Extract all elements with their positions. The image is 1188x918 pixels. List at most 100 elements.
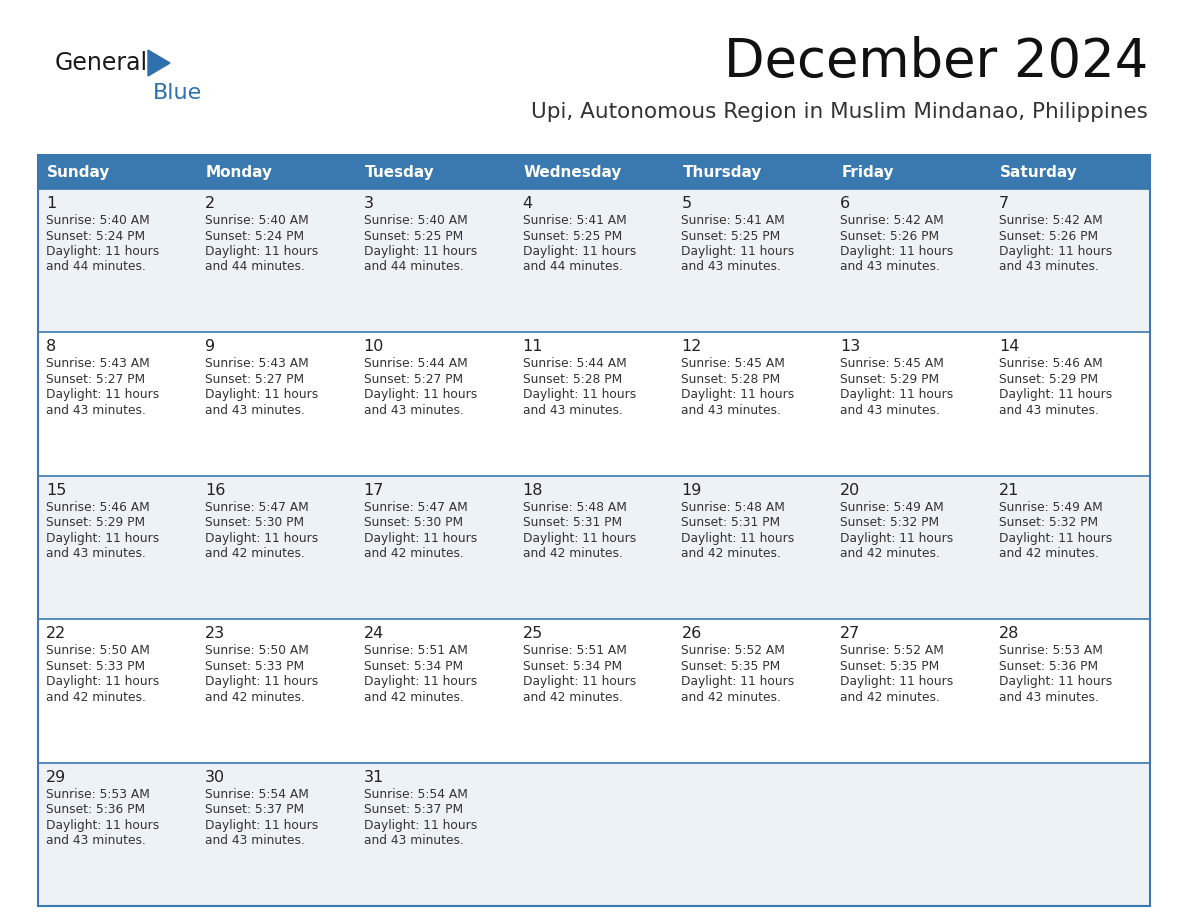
Text: Sunset: 5:31 PM: Sunset: 5:31 PM <box>523 516 621 530</box>
Bar <box>514 189 674 332</box>
Text: Upi, Autonomous Region in Muslim Mindanao, Philippines: Upi, Autonomous Region in Muslim Mindana… <box>531 102 1148 122</box>
Text: 6: 6 <box>840 196 851 211</box>
Text: Sunset: 5:24 PM: Sunset: 5:24 PM <box>46 230 145 242</box>
Text: Sunrise: 5:48 AM: Sunrise: 5:48 AM <box>682 501 785 514</box>
Text: 24: 24 <box>364 626 384 641</box>
Text: Sunrise: 5:47 AM: Sunrise: 5:47 AM <box>204 501 309 514</box>
Polygon shape <box>148 50 170 76</box>
Bar <box>991 620 1150 763</box>
Text: 5: 5 <box>682 196 691 211</box>
Text: Sunrise: 5:40 AM: Sunrise: 5:40 AM <box>364 214 467 227</box>
Text: Thursday: Thursday <box>682 164 762 180</box>
Text: Sunrise: 5:51 AM: Sunrise: 5:51 AM <box>523 644 626 657</box>
Bar <box>514 620 674 763</box>
Text: and 42 minutes.: and 42 minutes. <box>204 547 305 560</box>
Text: and 42 minutes.: and 42 minutes. <box>682 547 782 560</box>
Text: Sunrise: 5:54 AM: Sunrise: 5:54 AM <box>364 788 468 800</box>
Text: 23: 23 <box>204 626 225 641</box>
Text: Sunset: 5:27 PM: Sunset: 5:27 PM <box>364 373 463 386</box>
Text: 17: 17 <box>364 483 384 498</box>
Text: General: General <box>55 51 148 75</box>
Bar <box>833 763 991 906</box>
Bar <box>355 332 514 476</box>
Text: 27: 27 <box>840 626 860 641</box>
Text: Wednesday: Wednesday <box>524 164 623 180</box>
Bar <box>355 189 514 332</box>
Text: and 43 minutes.: and 43 minutes. <box>840 404 940 417</box>
Text: and 43 minutes.: and 43 minutes. <box>46 404 146 417</box>
Text: and 42 minutes.: and 42 minutes. <box>364 690 463 704</box>
Bar <box>674 476 833 620</box>
Text: Sunset: 5:30 PM: Sunset: 5:30 PM <box>364 516 463 530</box>
Text: Sunrise: 5:50 AM: Sunrise: 5:50 AM <box>46 644 150 657</box>
Bar <box>355 476 514 620</box>
Text: Daylight: 11 hours: Daylight: 11 hours <box>999 388 1112 401</box>
Text: Daylight: 11 hours: Daylight: 11 hours <box>999 532 1112 544</box>
Text: and 42 minutes.: and 42 minutes. <box>682 690 782 704</box>
Text: Sunset: 5:25 PM: Sunset: 5:25 PM <box>682 230 781 242</box>
Text: Sunset: 5:29 PM: Sunset: 5:29 PM <box>840 373 940 386</box>
Text: Sunset: 5:33 PM: Sunset: 5:33 PM <box>46 660 145 673</box>
Text: Sunrise: 5:49 AM: Sunrise: 5:49 AM <box>999 501 1102 514</box>
Text: Daylight: 11 hours: Daylight: 11 hours <box>46 819 159 832</box>
Text: Sunrise: 5:42 AM: Sunrise: 5:42 AM <box>840 214 944 227</box>
Text: Sunset: 5:30 PM: Sunset: 5:30 PM <box>204 516 304 530</box>
Text: Daylight: 11 hours: Daylight: 11 hours <box>523 388 636 401</box>
Text: and 42 minutes.: and 42 minutes. <box>523 690 623 704</box>
Text: and 42 minutes.: and 42 minutes. <box>840 690 940 704</box>
Text: 10: 10 <box>364 340 384 354</box>
Text: 21: 21 <box>999 483 1019 498</box>
Text: and 43 minutes.: and 43 minutes. <box>840 261 940 274</box>
Text: Sunset: 5:35 PM: Sunset: 5:35 PM <box>682 660 781 673</box>
Bar <box>38 155 1150 906</box>
Text: 26: 26 <box>682 626 702 641</box>
Text: Daylight: 11 hours: Daylight: 11 hours <box>682 532 795 544</box>
Bar <box>833 620 991 763</box>
Text: Saturday: Saturday <box>1000 164 1078 180</box>
Text: 13: 13 <box>840 340 860 354</box>
Text: Sunrise: 5:41 AM: Sunrise: 5:41 AM <box>523 214 626 227</box>
Text: Sunrise: 5:53 AM: Sunrise: 5:53 AM <box>999 644 1102 657</box>
Text: 16: 16 <box>204 483 226 498</box>
Bar <box>833 189 991 332</box>
Bar <box>833 476 991 620</box>
Text: Sunrise: 5:42 AM: Sunrise: 5:42 AM <box>999 214 1102 227</box>
Text: Sunset: 5:27 PM: Sunset: 5:27 PM <box>204 373 304 386</box>
Text: Daylight: 11 hours: Daylight: 11 hours <box>840 676 954 688</box>
Text: Daylight: 11 hours: Daylight: 11 hours <box>204 819 318 832</box>
Text: Sunset: 5:29 PM: Sunset: 5:29 PM <box>999 373 1098 386</box>
Text: and 43 minutes.: and 43 minutes. <box>204 834 305 847</box>
Text: 20: 20 <box>840 483 860 498</box>
Text: Sunrise: 5:46 AM: Sunrise: 5:46 AM <box>46 501 150 514</box>
Text: December 2024: December 2024 <box>723 36 1148 88</box>
Text: Sunset: 5:24 PM: Sunset: 5:24 PM <box>204 230 304 242</box>
Bar <box>833 332 991 476</box>
Text: Sunset: 5:34 PM: Sunset: 5:34 PM <box>364 660 463 673</box>
Text: Sunset: 5:28 PM: Sunset: 5:28 PM <box>682 373 781 386</box>
Text: and 43 minutes.: and 43 minutes. <box>682 404 782 417</box>
Text: Daylight: 11 hours: Daylight: 11 hours <box>523 245 636 258</box>
Text: Sunrise: 5:40 AM: Sunrise: 5:40 AM <box>204 214 309 227</box>
Text: Sunrise: 5:45 AM: Sunrise: 5:45 AM <box>840 357 944 370</box>
Bar <box>38 189 197 332</box>
Text: Sunrise: 5:44 AM: Sunrise: 5:44 AM <box>523 357 626 370</box>
Text: Sunset: 5:34 PM: Sunset: 5:34 PM <box>523 660 621 673</box>
Text: Sunrise: 5:41 AM: Sunrise: 5:41 AM <box>682 214 785 227</box>
Text: Sunrise: 5:52 AM: Sunrise: 5:52 AM <box>840 644 944 657</box>
Bar <box>197 620 355 763</box>
Bar <box>38 332 197 476</box>
Bar <box>674 332 833 476</box>
Text: Daylight: 11 hours: Daylight: 11 hours <box>204 676 318 688</box>
Text: Sunset: 5:37 PM: Sunset: 5:37 PM <box>204 803 304 816</box>
Text: Sunset: 5:28 PM: Sunset: 5:28 PM <box>523 373 621 386</box>
Text: and 44 minutes.: and 44 minutes. <box>523 261 623 274</box>
Text: Daylight: 11 hours: Daylight: 11 hours <box>364 388 476 401</box>
Text: 9: 9 <box>204 340 215 354</box>
Text: 1: 1 <box>46 196 56 211</box>
Bar <box>991 189 1150 332</box>
Text: Sunrise: 5:48 AM: Sunrise: 5:48 AM <box>523 501 626 514</box>
Text: 4: 4 <box>523 196 532 211</box>
Text: Sunrise: 5:43 AM: Sunrise: 5:43 AM <box>204 357 309 370</box>
Bar <box>197 189 355 332</box>
Text: 11: 11 <box>523 340 543 354</box>
